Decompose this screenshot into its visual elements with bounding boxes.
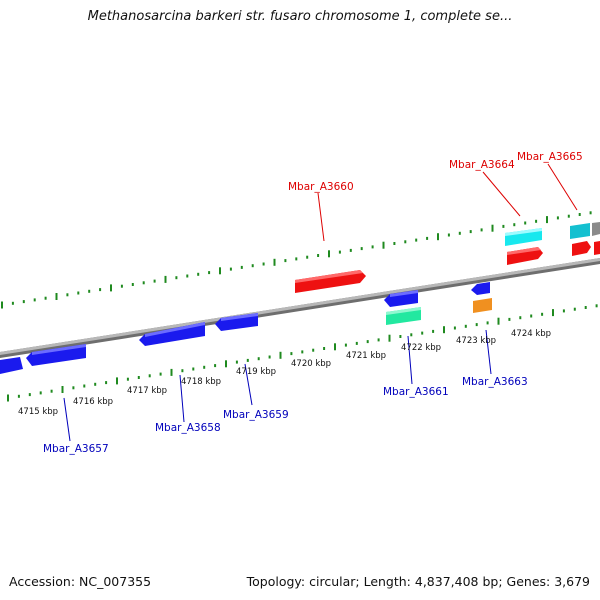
gene-label-a3658: Mbar_A3658 [155, 422, 221, 434]
connector-a3663 [485, 329, 492, 375]
topology-text: Topology: circular; Length: 4,837,408 bp… [246, 574, 590, 589]
inner-tick-track [7, 304, 598, 402]
scale-label: 4720 kbp [291, 359, 331, 369]
scale-labels: 4715 kbp 4716 kbp 4717 kbp 4718 kbp 4719… [18, 329, 551, 417]
scale-label: 4719 kbp [236, 367, 276, 377]
scale-label: 4724 kbp [511, 329, 551, 339]
scale-label: 4716 kbp [73, 397, 113, 407]
gene-label-a3659: Mbar_A3659 [223, 409, 289, 421]
gene-red-partial [594, 241, 600, 255]
forward-genes [295, 222, 600, 293]
gene-label-a3663: Mbar_A3663 [462, 376, 528, 388]
outer-tick-track [1, 211, 592, 309]
scale-label: 4715 kbp [18, 407, 58, 417]
gene-label-a3660: Mbar_A3660 [288, 181, 354, 193]
gene-a3665-teal [570, 223, 590, 239]
gene-a3660 [295, 270, 366, 293]
gene-labels: Mbar_A3660 Mbar_A3664 Mbar_A3665 Mbar_A3… [43, 151, 583, 455]
gene-a3665 [572, 241, 591, 256]
scale-label: 4722 kbp [401, 343, 441, 353]
scale-label: 4717 kbp [127, 386, 167, 396]
connector-a3657 [63, 397, 71, 442]
gene-label-a3665: Mbar_A3665 [517, 151, 583, 163]
label-connectors [63, 163, 578, 442]
scale-label: 4723 kbp [456, 336, 496, 346]
gene-a3663-orange [473, 298, 492, 313]
reverse-genes [0, 282, 492, 374]
gene-a3657-left [0, 357, 23, 374]
connector-a3659 [244, 363, 253, 406]
gene-label-a3664: Mbar_A3664 [449, 159, 515, 171]
connector-a3661 [407, 335, 413, 385]
connector-a3665 [547, 163, 578, 211]
gene-a3657 [26, 344, 86, 366]
gene-label-a3657: Mbar_A3657 [43, 443, 109, 455]
connector-a3658 [179, 374, 185, 423]
map-title: Methanosarcina barkeri str. fusaro chrom… [87, 9, 513, 24]
gene-label-a3661: Mbar_A3661 [383, 386, 449, 398]
chromosome-backbone [0, 258, 600, 358]
scale-label: 4718 kbp [181, 377, 221, 387]
connector-a3664 [482, 171, 521, 217]
scale-label: 4721 kbp [346, 351, 386, 361]
connector-a3660 [317, 192, 325, 242]
accession-text: Accession: NC_007355 [9, 574, 152, 589]
gene-a3663 [471, 282, 490, 295]
gene-gray-partial [592, 222, 600, 236]
